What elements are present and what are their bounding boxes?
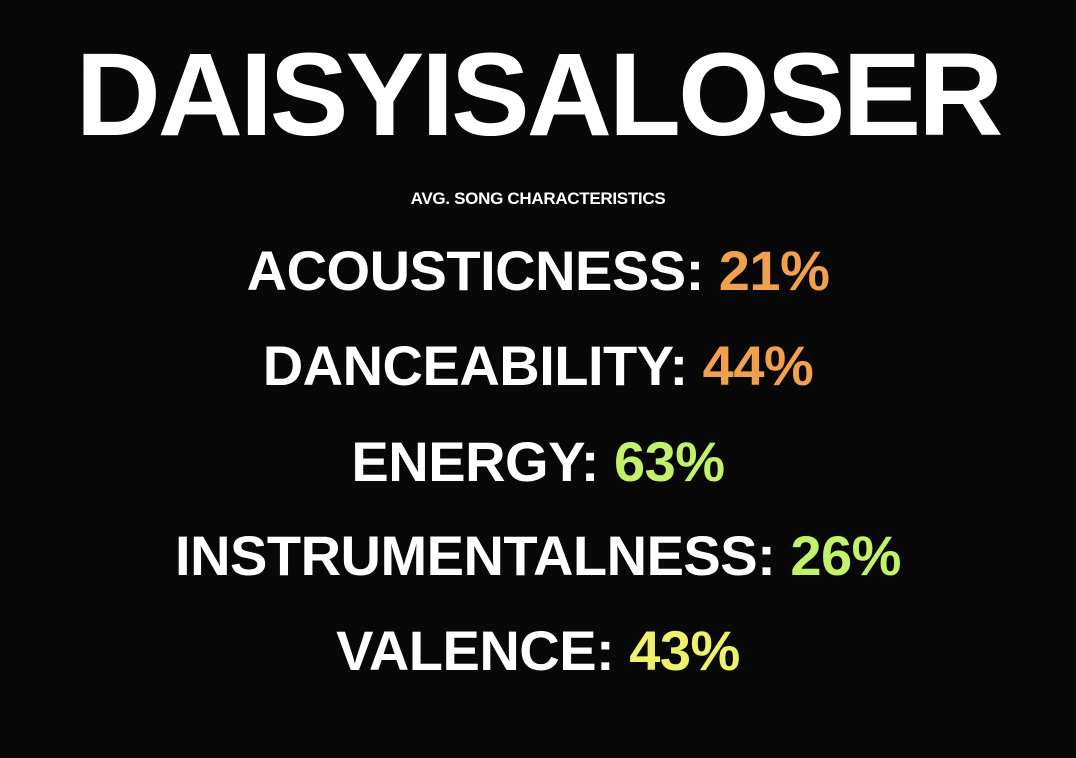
stat-acousticness: ACOUSTICNESS: 21% <box>0 239 1076 303</box>
stat-value: 21% <box>718 239 830 302</box>
stat-value: 44% <box>702 334 814 397</box>
stat-value: 43% <box>629 619 740 682</box>
stat-label: ACOUSTICNESS: <box>246 239 719 302</box>
page-title: DAISYISALOSER <box>75 29 1004 161</box>
stat-value: 26% <box>790 524 901 587</box>
stat-valence: VALENCE: 43% <box>0 619 1076 683</box>
stat-instrumentalness: INSTRUMENTALNESS: 26% <box>0 524 1076 588</box>
stat-danceability: DANCEABILITY: 44% <box>0 334 1076 398</box>
stat-label: INSTRUMENTALNESS: <box>175 524 791 587</box>
stat-energy: ENERGY: 63% <box>0 430 1076 494</box>
stat-label: DANCEABILITY: <box>262 334 703 397</box>
stat-value: 63% <box>613 430 725 493</box>
stat-label: VALENCE: <box>336 619 630 682</box>
stat-label: ENERGY: <box>351 430 614 493</box>
page-subtitle: AVG. SONG CHARACTERISTICS <box>410 189 666 208</box>
